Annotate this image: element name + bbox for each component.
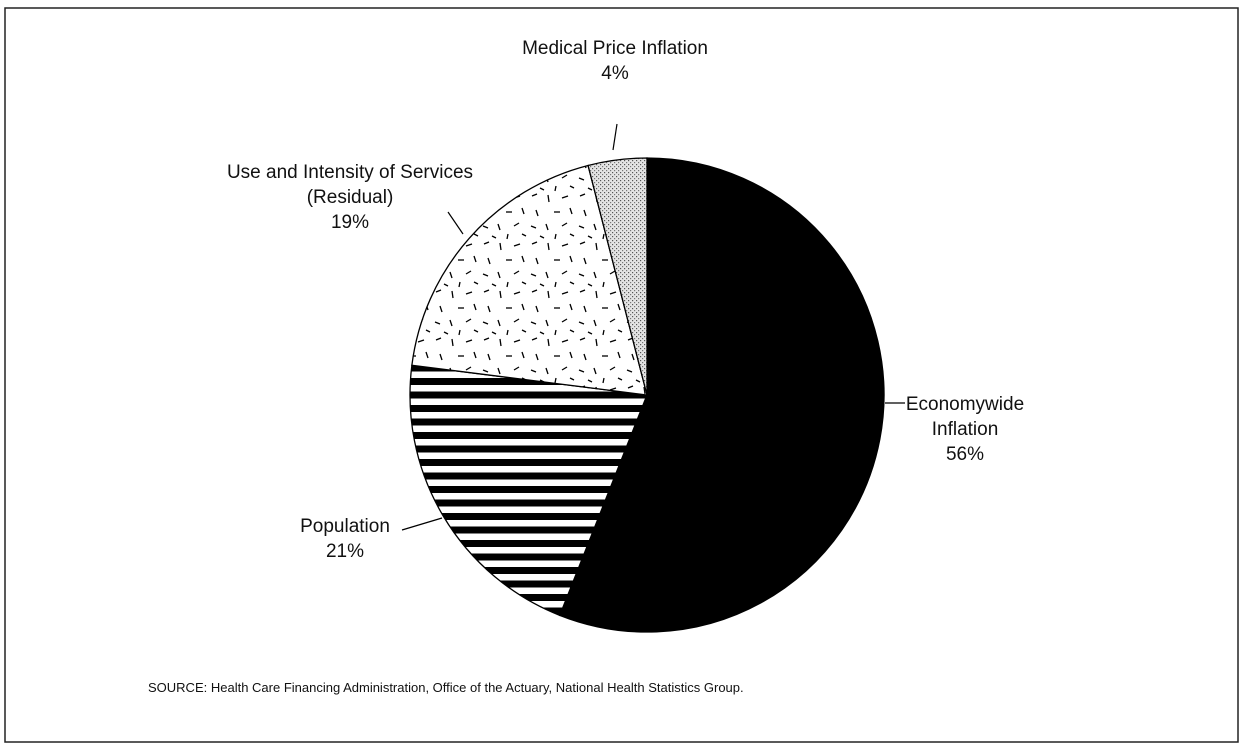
pie-slice [411,164,648,396]
slice-label: Medical Price Inflation 4% [510,36,720,86]
slice-value: 4% [601,63,629,84]
slice-name: Medical Price Inflation [522,38,708,59]
leader-lines [401,123,905,531]
slice-name: Population [300,516,390,537]
slice-label: Economywide Inflation 56% [880,392,1050,467]
slice-value: 56% [945,444,985,465]
pie-slice [558,157,885,633]
pie-slice [409,364,648,617]
slice-label: Use and Intensity of Services (Residual)… [225,160,475,235]
slice-label: Population 21% [270,514,420,564]
pie-slice [587,157,648,396]
slice-value: 21% [325,541,365,562]
slice-value: 19% [330,212,370,233]
slice-name: Use and Intensity of Services (Residual) [226,162,474,208]
frame [4,7,1239,743]
source-note: SOURCE: Health Care Financing Administra… [148,680,744,695]
slice-name: Economywide Inflation [905,394,1025,440]
